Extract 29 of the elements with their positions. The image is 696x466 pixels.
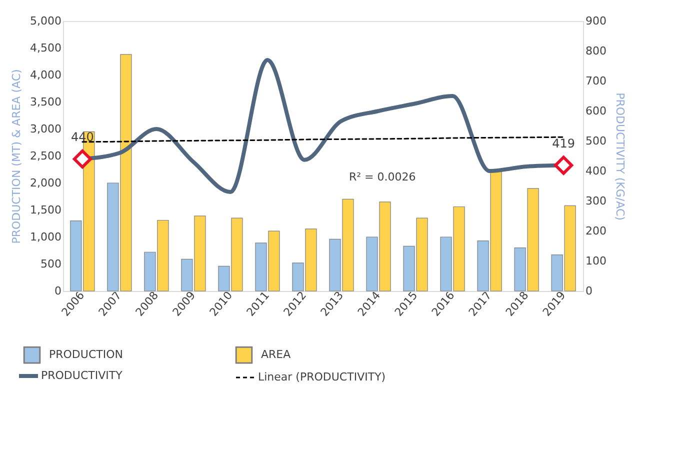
y-tick-label: 3,500 [30, 96, 62, 108]
annotation: R² = 0.0026 [349, 170, 416, 184]
y2-tick-label: 400 [586, 164, 606, 178]
y-tick-label: 4,500 [30, 42, 62, 54]
data-label: 419 [552, 136, 576, 150]
y2-axis-title: PRODUCTIVITY (KG/AC) [613, 92, 626, 220]
y2-tick-label: 900 [586, 14, 606, 28]
legend-label: AREA [261, 348, 292, 362]
y2-tick-label: 0 [586, 284, 592, 298]
y-tick-label: 500 [40, 258, 62, 270]
y-tick-label: 3,000 [30, 122, 62, 136]
y2-tick-label: 200 [586, 224, 606, 238]
y2-tick-label: 300 [586, 194, 606, 208]
y2-tick-label: 600 [586, 104, 606, 118]
y2-tick-label: 500 [586, 134, 606, 148]
y-tick-label: 0 [54, 284, 62, 298]
y-tick-label: 2,500 [30, 150, 62, 162]
y-tick-label: 5,000 [30, 14, 62, 28]
y-tick-label: 1,500 [30, 204, 62, 216]
y2-tick-label: 700 [586, 74, 606, 88]
legend-label: PRODUCTIVITY [41, 369, 123, 382]
y2-tick-label: 100 [586, 254, 606, 268]
legend-label: Linear (PRODUCTIVITY) [258, 370, 386, 384]
y-tick-label: 4,000 [30, 68, 62, 82]
legend-label: PRODUCTION [49, 348, 123, 362]
y2-tick-label: 800 [586, 44, 606, 58]
y-tick-label: 2,000 [30, 176, 62, 190]
y-axis-title: PRODUCTION (MT) & AREA (AC) [10, 69, 24, 244]
y-tick-label: 1,000 [30, 230, 62, 244]
